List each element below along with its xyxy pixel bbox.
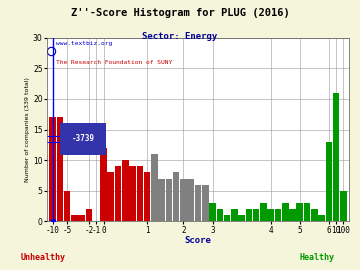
Bar (129, 166, 136, 221)
Bar (340, 191, 347, 221)
Text: Healthy: Healthy (299, 253, 334, 262)
Bar (209, 203, 216, 221)
Bar (122, 160, 129, 221)
X-axis label: Score: Score (185, 236, 211, 245)
Bar (246, 209, 252, 221)
Bar (275, 209, 281, 221)
Bar (282, 203, 288, 221)
Text: Z''-Score Histogram for PLUG (2016): Z''-Score Histogram for PLUG (2016) (71, 8, 289, 18)
Bar (86, 209, 92, 221)
Bar (151, 154, 158, 221)
Bar (333, 93, 339, 221)
Bar (297, 203, 303, 221)
Bar (311, 209, 318, 221)
Bar (57, 117, 63, 221)
Bar (180, 178, 187, 221)
Bar (195, 185, 201, 221)
Bar (325, 142, 332, 221)
Bar (216, 209, 223, 221)
Bar (115, 166, 121, 221)
Bar (231, 209, 238, 221)
Bar (108, 173, 114, 221)
Bar (304, 203, 310, 221)
Text: Unhealthy: Unhealthy (21, 253, 66, 262)
Bar (238, 215, 245, 221)
Text: Sector: Energy: Sector: Energy (142, 32, 218, 41)
Bar (224, 215, 230, 221)
Text: The Research Foundation of SUNY: The Research Foundation of SUNY (56, 60, 172, 65)
Bar (202, 185, 208, 221)
Text: www.textbiz.org: www.textbiz.org (56, 42, 112, 46)
Bar (144, 173, 150, 221)
Bar (188, 178, 194, 221)
Bar (78, 215, 85, 221)
Y-axis label: Number of companies (339 total): Number of companies (339 total) (25, 77, 30, 182)
Bar (173, 173, 180, 221)
Bar (318, 215, 325, 221)
Bar (289, 209, 296, 221)
Bar (71, 215, 78, 221)
Bar (100, 148, 107, 221)
Bar (267, 209, 274, 221)
Bar (158, 178, 165, 221)
Bar (49, 117, 56, 221)
Text: -3739: -3739 (72, 134, 95, 143)
Bar (253, 209, 260, 221)
Bar (260, 203, 267, 221)
Bar (136, 166, 143, 221)
Bar (166, 178, 172, 221)
Bar (64, 191, 71, 221)
